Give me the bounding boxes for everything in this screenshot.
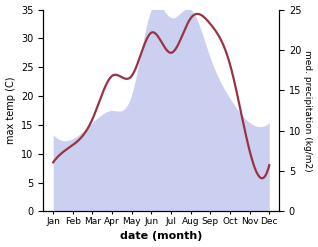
Y-axis label: med. precipitation (kg/m2): med. precipitation (kg/m2)	[303, 50, 313, 171]
Y-axis label: max temp (C): max temp (C)	[5, 77, 16, 144]
X-axis label: date (month): date (month)	[120, 231, 203, 242]
